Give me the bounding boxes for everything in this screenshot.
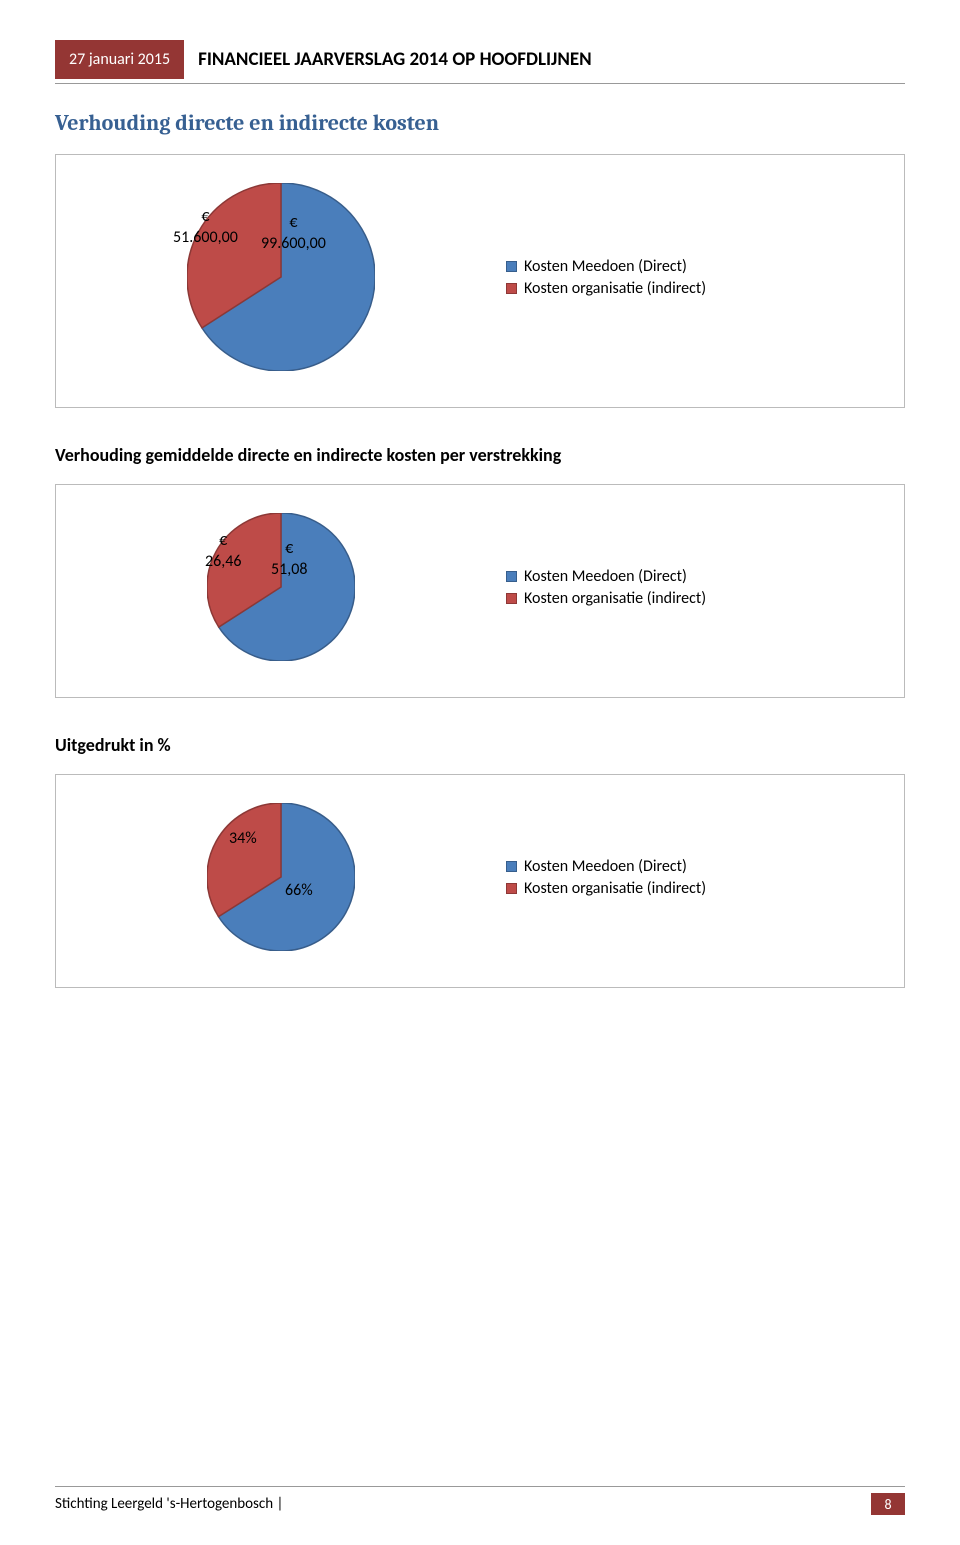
pie1-label-indirect: €51.600,00 <box>173 207 238 249</box>
footer-rule <box>55 1486 905 1487</box>
footer-page-number: 8 <box>871 1493 905 1515</box>
legend-indirect-1: Kosten organisatie (indirect) <box>506 279 884 298</box>
legend-direct-2: Kosten Meedoen (Direct) <box>506 567 884 586</box>
legend-label-direct: Kosten Meedoen (Direct) <box>524 857 687 876</box>
header-date: 27 januari 2015 <box>55 40 184 79</box>
section-title: Verhouding directe en indirecte kosten <box>55 110 905 136</box>
pie2-label-direct: €51,08 <box>271 539 307 581</box>
legend-label-indirect: Kosten organisatie (indirect) <box>524 589 706 608</box>
legend-label-indirect: Kosten organisatie (indirect) <box>524 879 706 898</box>
footer-org: Stichting Leergeld 's-Hertogenbosch | <box>55 1495 283 1513</box>
legend-swatch-indirect <box>506 883 517 894</box>
subheading-2: Verhouding gemiddelde directe en indirec… <box>55 444 905 466</box>
legend-direct-1: Kosten Meedoen (Direct) <box>506 257 884 276</box>
legend-indirect-3: Kosten organisatie (indirect) <box>506 879 884 898</box>
legend-label-direct: Kosten Meedoen (Direct) <box>524 257 687 276</box>
legend-swatch-indirect <box>506 593 517 604</box>
pie-chart-2: €26,46 €51,08 <box>207 513 355 661</box>
pie-wrap-1: €51.600,00 €99.600,00 <box>76 183 486 371</box>
legend-swatch-indirect <box>506 283 517 294</box>
pie-chart-3: 34% 66% <box>207 803 355 951</box>
pie3-label-indirect: 34% <box>229 829 257 850</box>
header-rule <box>55 83 905 84</box>
pie3-label-direct: 66% <box>285 881 313 902</box>
chart-box-3: 34% 66% Kosten Meedoen (Direct) Kosten or… <box>55 774 905 988</box>
legend-label-indirect: Kosten organisatie (indirect) <box>524 279 706 298</box>
pie1-label-direct: €99.600,00 <box>261 213 326 255</box>
legend-swatch-direct <box>506 571 517 582</box>
legend-direct-3: Kosten Meedoen (Direct) <box>506 857 884 876</box>
legend-label-direct: Kosten Meedoen (Direct) <box>524 567 687 586</box>
legend-indirect-2: Kosten organisatie (indirect) <box>506 589 884 608</box>
pie2-label-indirect: €26,46 <box>205 531 241 573</box>
legend-3: Kosten Meedoen (Direct) Kosten organisat… <box>486 854 884 901</box>
legend-swatch-direct <box>506 861 517 872</box>
legend-swatch-direct <box>506 261 517 272</box>
pie-wrap-3: 34% 66% <box>76 803 486 951</box>
pie-wrap-2: €26,46 €51,08 <box>76 513 486 661</box>
page-header: 27 januari 2015 FINANCIEEL JAARVERSLAG 2… <box>55 40 905 79</box>
pie-chart-1: €51.600,00€99.600,00 <box>187 183 375 371</box>
header-title: FINANCIEEL JAARVERSLAG 2014 OP HOOFDLIJN… <box>184 40 606 79</box>
page-footer: Stichting Leergeld 's-Hertogenbosch | 8 <box>55 1486 905 1515</box>
chart-box-1: €51.600,00 €99.600,00 Kosten Meedoen (Dir… <box>55 154 905 408</box>
chart-box-2: €26,46 €51,08 Kosten Meedoen (Direct) Kos… <box>55 484 905 698</box>
subheading-3: Uitgedrukt in % <box>55 734 905 756</box>
legend-2: Kosten Meedoen (Direct) Kosten organisat… <box>486 564 884 611</box>
legend-1: Kosten Meedoen (Direct) Kosten organisat… <box>486 254 884 301</box>
